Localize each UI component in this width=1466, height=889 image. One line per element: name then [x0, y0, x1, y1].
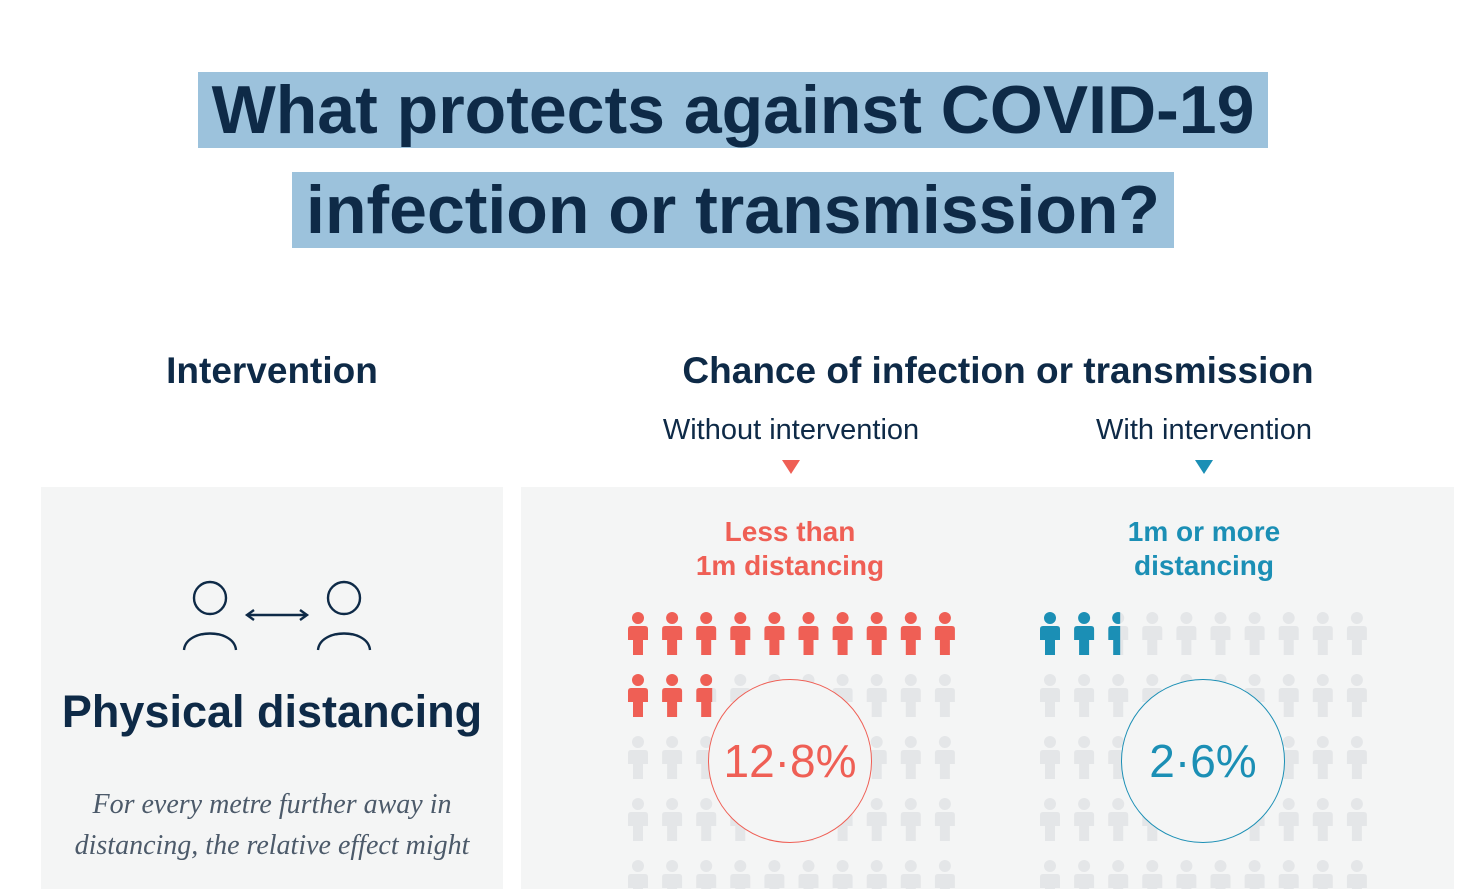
without-person-31 — [628, 798, 648, 841]
with-arrow-icon — [1195, 460, 1213, 474]
with-person-46 — [1210, 860, 1231, 889]
without-person-8 — [866, 612, 887, 655]
with-person-50 — [1346, 860, 1367, 889]
without-percentage-circle: 12·8% — [708, 679, 872, 843]
without-person-19 — [900, 674, 921, 717]
without-person-39 — [900, 798, 921, 841]
with-person-39 — [1312, 798, 1333, 841]
intervention-description: For every metre further away in distanci… — [74, 789, 470, 861]
with-person-45 — [1176, 860, 1197, 889]
without-person-41 — [628, 860, 648, 889]
without-person-22 — [662, 736, 683, 779]
without-person-30 — [934, 736, 955, 779]
with-person-31 — [1040, 798, 1060, 841]
without-person-44 — [730, 860, 751, 889]
with-person-3 — [1108, 612, 1121, 655]
without-person-43 — [696, 860, 717, 889]
without-person-38 — [866, 798, 887, 841]
without-person-3 — [696, 612, 717, 655]
with-person-48 — [1278, 860, 1299, 889]
with-person-43 — [1108, 860, 1129, 889]
intervention-header: Intervention — [166, 350, 378, 391]
with-person-20 — [1346, 674, 1367, 717]
without-person-13 — [696, 674, 713, 717]
with-person-47 — [1244, 860, 1265, 889]
with-percentage: 2·6% — [1149, 735, 1257, 787]
without-person-11 — [628, 674, 648, 717]
without-person-5 — [764, 612, 785, 655]
without-person-42 — [662, 860, 683, 889]
with-person-6 — [1210, 612, 1231, 655]
with-person-19 — [1312, 674, 1333, 717]
physical-distancing-icon — [182, 580, 372, 651]
with-person-38 — [1278, 798, 1299, 841]
with-person-40 — [1346, 798, 1367, 841]
chance-header: Chance of infection or transmission — [682, 350, 1314, 391]
without-person-10 — [934, 612, 955, 655]
without-person-29 — [900, 736, 921, 779]
with-person-30 — [1346, 736, 1367, 779]
with-person-1 — [1040, 612, 1060, 655]
with-group-label: 1m or more distancing — [1127, 516, 1281, 581]
with-person-41 — [1040, 860, 1060, 889]
without-person-47 — [832, 860, 853, 889]
with-person-33 — [1108, 798, 1129, 841]
with-person-29 — [1312, 736, 1333, 779]
without-person-18 — [866, 674, 887, 717]
without-person-21 — [628, 736, 648, 779]
with-person-9 — [1312, 612, 1333, 655]
with-person-8 — [1278, 612, 1299, 655]
without-person-50 — [934, 860, 955, 889]
without-person-45 — [764, 860, 785, 889]
without-person-48 — [866, 860, 887, 889]
intervention-panel — [41, 487, 503, 889]
without-person-4 — [730, 612, 751, 655]
title-line-1: What protects against COVID-19 — [0, 70, 1466, 150]
without-person-7 — [832, 612, 853, 655]
without-intervention-label: Without intervention — [662, 414, 920, 446]
with-person-4 — [1142, 612, 1163, 655]
with-person-12 — [1074, 674, 1095, 717]
without-person-33 — [696, 798, 717, 841]
with-person-5 — [1176, 612, 1197, 655]
without-arrow-icon — [782, 460, 800, 474]
with-person-22 — [1074, 736, 1095, 779]
without-person-12 — [662, 674, 683, 717]
with-person-21 — [1040, 736, 1060, 779]
without-group-label: Less than 1m distancing — [695, 516, 885, 581]
with-person-2 — [1074, 612, 1095, 655]
without-person-9 — [900, 612, 921, 655]
without-person-6 — [798, 612, 819, 655]
without-person-2 — [662, 612, 683, 655]
without-person-40 — [934, 798, 955, 841]
with-person-13 — [1108, 674, 1129, 717]
intervention-name: Physical distancing — [61, 686, 483, 737]
with-person-18 — [1278, 674, 1299, 717]
with-percentage-circle: 2·6% — [1121, 679, 1285, 843]
with-person-32 — [1074, 798, 1095, 841]
without-percentage: 12·8% — [723, 735, 857, 787]
with-person-7 — [1244, 612, 1265, 655]
with-intervention-label: With intervention — [1096, 414, 1312, 446]
without-person-1 — [628, 612, 648, 655]
with-person-11 — [1040, 674, 1060, 717]
with-person-42 — [1074, 860, 1095, 889]
without-person-49 — [900, 860, 921, 889]
with-person-49 — [1312, 860, 1333, 889]
with-person-44 — [1142, 860, 1163, 889]
with-person-10 — [1346, 612, 1367, 655]
title-line-2: infection or transmission? — [0, 170, 1466, 250]
without-person-20 — [934, 674, 955, 717]
without-person-32 — [662, 798, 683, 841]
without-person-46 — [798, 860, 819, 889]
